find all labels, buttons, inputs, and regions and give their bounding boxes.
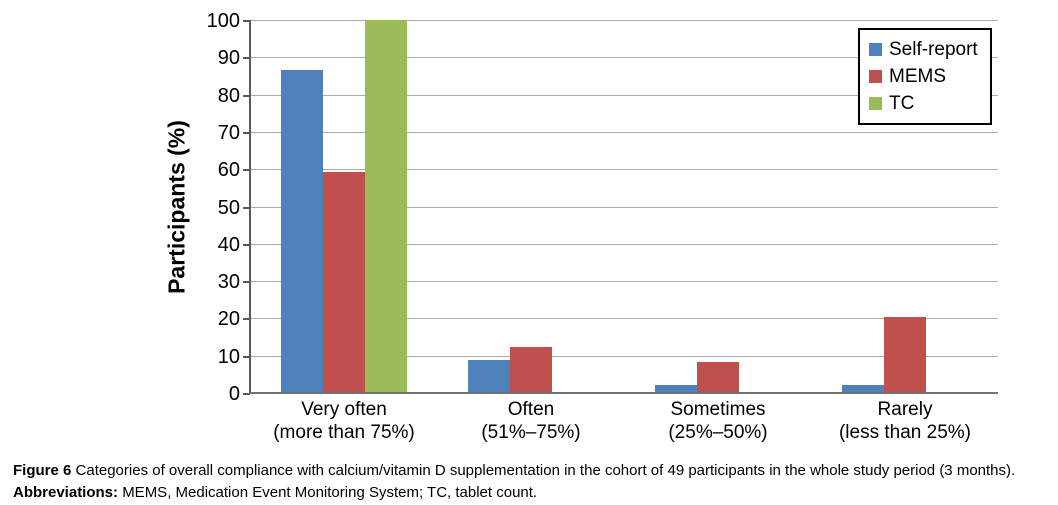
y-tick-mark (243, 207, 250, 209)
legend-item: Self-report (869, 36, 978, 63)
x-category-label-range: (25%–50%) (668, 422, 768, 443)
bar-mems (323, 172, 365, 393)
y-tick-mark (243, 244, 250, 246)
legend-swatch-icon (869, 43, 882, 56)
figure-label: Figure 6 (13, 462, 72, 479)
x-category-label-range: (less than 25%) (838, 422, 971, 443)
x-category-label: Rarely (less than 25%) (795, 398, 1015, 444)
legend-swatch-icon (869, 70, 882, 83)
legend-item: TC (869, 90, 978, 117)
legend-label: MEMS (889, 66, 946, 87)
x-category-label-range: (51%–75%) (481, 422, 581, 443)
y-axis (249, 20, 251, 394)
caption-text: Categories of overall compliance with ca… (75, 462, 1016, 479)
y-tick-mark (243, 169, 250, 171)
x-category-label-main: Often (507, 399, 555, 420)
y-tick-label: 60 (217, 159, 240, 181)
figure-caption: Figure 6 Categories of overall complianc… (13, 460, 1053, 504)
y-tick-mark (243, 281, 250, 283)
y-tick-label: 40 (217, 234, 240, 256)
gridline (250, 207, 998, 208)
y-tick-mark (243, 132, 250, 134)
abbreviations-text: MEMS, Medication Event Monitoring System… (122, 484, 538, 501)
gridline (250, 57, 998, 58)
caption-line-1: Figure 6 Categories of overall complianc… (13, 460, 1053, 482)
y-tick-mark (243, 20, 250, 22)
bar-chart: 0 10 20 30 40 50 60 70 80 90 100 Very often (more th… (163, 10, 1015, 444)
bar-tc (365, 20, 407, 393)
x-category-label-main: Very often (301, 399, 387, 420)
bar-self-report (842, 385, 884, 393)
y-tick-mark (243, 318, 250, 320)
gridline (250, 169, 998, 170)
y-tick-mark (243, 57, 250, 59)
gridline (250, 132, 998, 133)
bar-self-report (655, 385, 697, 393)
x-axis (249, 392, 998, 394)
abbreviations-label: Abbreviations: (13, 484, 119, 501)
y-axis-title: Participants (%) (163, 120, 190, 294)
gridline (250, 244, 998, 245)
legend: Self-report MEMS TC (858, 28, 992, 125)
bar-mems (510, 347, 552, 393)
x-category-label-main: Rarely (877, 399, 933, 420)
gridline (250, 281, 998, 282)
x-category-label-main: Sometimes (670, 399, 766, 420)
gridline (250, 95, 998, 96)
bar-mems (884, 317, 926, 393)
legend-label: Self-report (889, 39, 978, 60)
x-category-label: Often (51%–75%) (421, 398, 641, 444)
y-tick-label: 20 (217, 308, 240, 330)
gridline (250, 20, 998, 21)
y-tick-label: 10 (217, 346, 240, 368)
y-tick-label: 70 (217, 122, 240, 144)
x-category-label: Sometimes (25%–50%) (608, 398, 828, 444)
x-category-label: Very often (more than 75%) (234, 398, 454, 444)
caption-line-2: Abbreviations: MEMS, Medication Event Mo… (13, 482, 1053, 504)
bar-mems (697, 362, 739, 393)
y-tick-label: 100 (206, 10, 240, 32)
legend-label: TC (889, 93, 915, 114)
bar-self-report (468, 360, 510, 393)
bar-self-report (281, 70, 323, 393)
y-tick-label: 30 (217, 271, 240, 293)
y-tick-label: 0 (228, 383, 240, 405)
y-tick-label: 90 (217, 47, 240, 69)
legend-swatch-icon (869, 97, 882, 110)
y-tick-label: 80 (217, 85, 240, 107)
y-tick-mark (243, 356, 250, 358)
x-category-label-range: (more than 75%) (273, 422, 415, 443)
y-tick-mark (243, 95, 250, 97)
legend-item: MEMS (869, 63, 978, 90)
y-tick-mark (243, 393, 250, 395)
gridline (250, 318, 998, 319)
gridline (250, 356, 998, 357)
y-tick-label: 50 (217, 197, 240, 219)
